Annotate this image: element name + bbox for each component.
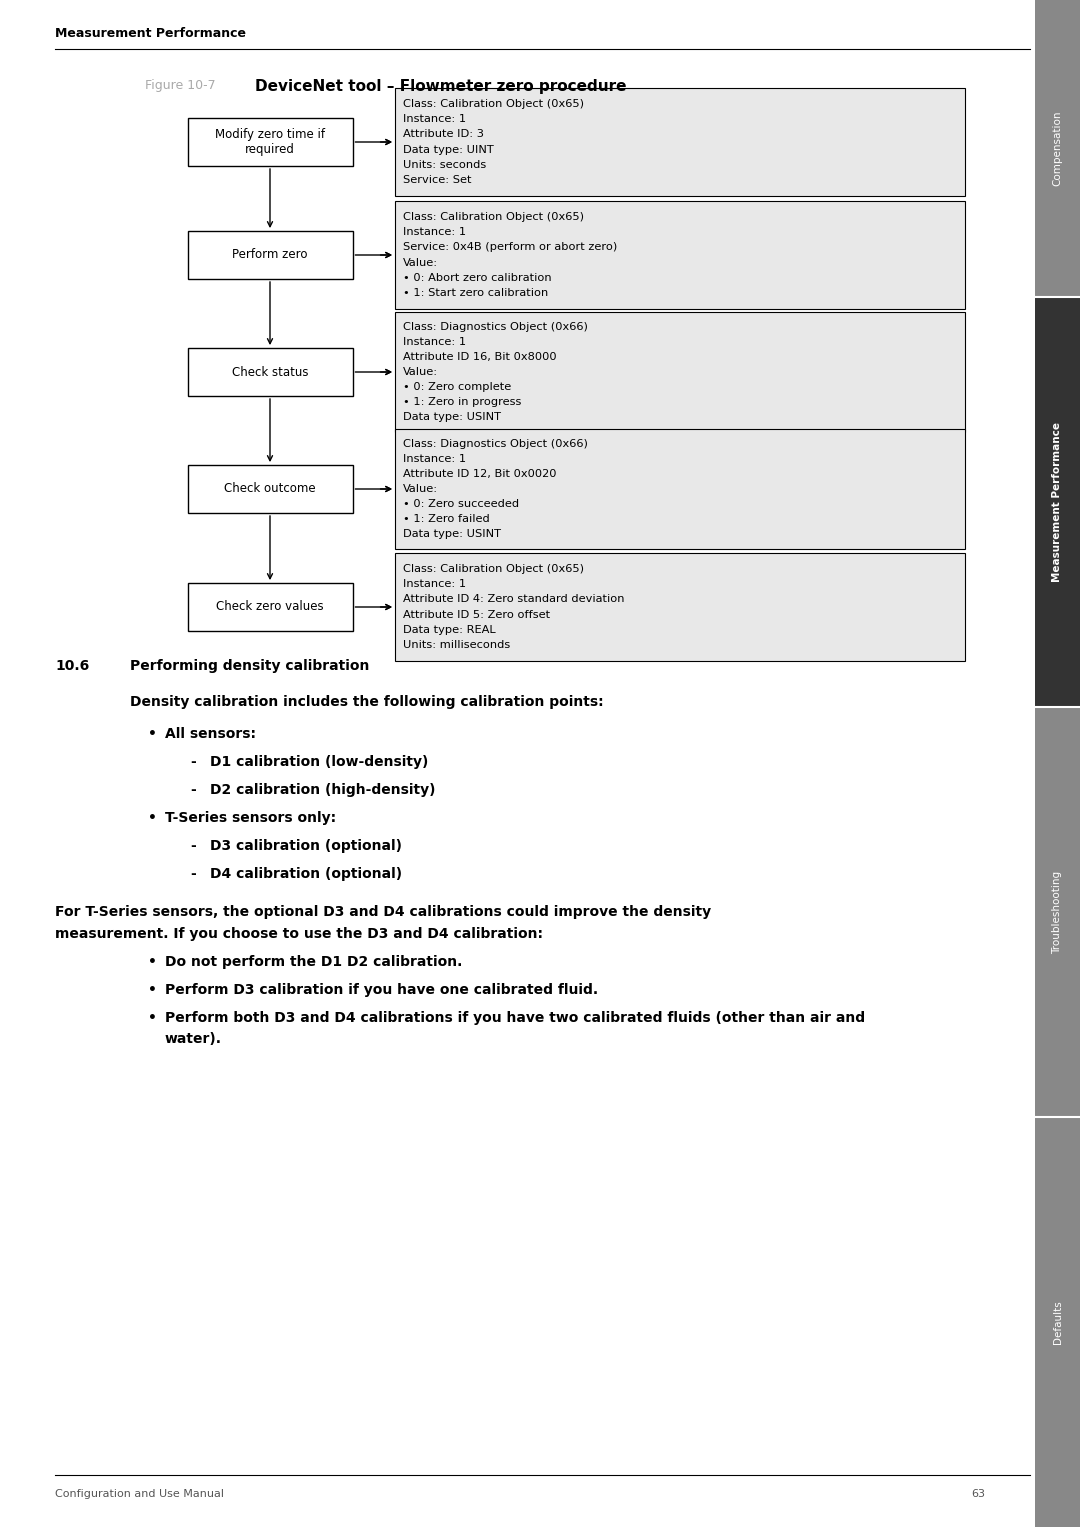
Text: Instance: 1: Instance: 1 [403, 455, 467, 464]
Text: Figure 10-7: Figure 10-7 [145, 79, 216, 92]
Text: Units: milliseconds: Units: milliseconds [403, 640, 510, 651]
Text: -: - [190, 754, 195, 770]
Text: Configuration and Use Manual: Configuration and Use Manual [55, 1489, 224, 1500]
Text: • 1: Zero failed: • 1: Zero failed [403, 513, 489, 524]
Text: 10.6: 10.6 [55, 660, 90, 673]
Text: Perform zero: Perform zero [232, 249, 308, 261]
Text: • 0: Abort zero calibration: • 0: Abort zero calibration [403, 273, 552, 282]
FancyBboxPatch shape [188, 583, 352, 631]
Text: Class: Diagnostics Object (0x66): Class: Diagnostics Object (0x66) [403, 440, 588, 449]
Text: • 1: Start zero calibration: • 1: Start zero calibration [403, 289, 549, 298]
Text: • 1: Zero in progress: • 1: Zero in progress [403, 397, 522, 406]
Text: Data type: UINT: Data type: UINT [403, 145, 494, 154]
Text: T-Series sensors only:: T-Series sensors only: [165, 811, 336, 825]
Text: Instance: 1: Instance: 1 [403, 115, 467, 124]
Text: D1 calibration (low-density): D1 calibration (low-density) [210, 754, 429, 770]
FancyBboxPatch shape [395, 202, 966, 308]
FancyBboxPatch shape [188, 118, 352, 166]
Text: •: • [148, 983, 157, 997]
Text: -: - [190, 867, 195, 881]
Text: Performing density calibration: Performing density calibration [130, 660, 369, 673]
Text: •: • [148, 727, 157, 741]
FancyBboxPatch shape [1035, 0, 1080, 296]
Text: Attribute ID 4: Zero standard deviation: Attribute ID 4: Zero standard deviation [403, 594, 624, 605]
Text: •: • [148, 1011, 157, 1025]
Text: Value:: Value: [403, 484, 438, 495]
FancyBboxPatch shape [395, 553, 966, 661]
FancyBboxPatch shape [188, 348, 352, 395]
Text: D2 calibration (high-density): D2 calibration (high-density) [210, 783, 435, 797]
Text: •: • [148, 954, 157, 970]
FancyBboxPatch shape [188, 231, 352, 279]
Text: Attribute ID: 3: Attribute ID: 3 [403, 130, 484, 139]
Text: Data type: USINT: Data type: USINT [403, 528, 501, 539]
Text: Value:: Value: [403, 258, 438, 267]
Text: Check outcome: Check outcome [225, 483, 315, 495]
Text: Perform both D3 and D4 calibrations if you have two calibrated fluids (other tha: Perform both D3 and D4 calibrations if y… [165, 1011, 865, 1025]
Text: measurement. If you choose to use the D3 and D4 calibration:: measurement. If you choose to use the D3… [55, 927, 543, 941]
Text: water).: water). [165, 1032, 222, 1046]
Text: Instance: 1: Instance: 1 [403, 579, 467, 589]
Text: 63: 63 [971, 1489, 985, 1500]
FancyBboxPatch shape [395, 429, 966, 550]
Text: Attribute ID 5: Zero offset: Attribute ID 5: Zero offset [403, 609, 550, 620]
Text: Instance: 1: Instance: 1 [403, 228, 467, 237]
FancyBboxPatch shape [395, 89, 966, 195]
Text: Modify zero time if
required: Modify zero time if required [215, 128, 325, 156]
FancyBboxPatch shape [1035, 296, 1080, 707]
Text: Check status: Check status [232, 365, 308, 379]
Text: Units: seconds: Units: seconds [403, 160, 486, 169]
Text: D3 calibration (optional): D3 calibration (optional) [210, 838, 402, 854]
Text: Value:: Value: [403, 366, 438, 377]
Text: D4 calibration (optional): D4 calibration (optional) [210, 867, 402, 881]
Text: Do not perform the D1 D2 calibration.: Do not perform the D1 D2 calibration. [165, 954, 462, 970]
Text: All sensors:: All sensors: [165, 727, 256, 741]
Text: Service: 0x4B (perform or abort zero): Service: 0x4B (perform or abort zero) [403, 243, 618, 252]
Text: Perform D3 calibration if you have one calibrated fluid.: Perform D3 calibration if you have one c… [165, 983, 598, 997]
Text: Data type: USINT: Data type: USINT [403, 412, 501, 421]
Text: • 0: Zero complete: • 0: Zero complete [403, 382, 511, 392]
Text: Check zero values: Check zero values [216, 600, 324, 614]
Text: •: • [148, 811, 157, 825]
FancyBboxPatch shape [1035, 1116, 1080, 1527]
Text: Class: Calibration Object (0x65): Class: Calibration Object (0x65) [403, 563, 584, 574]
Text: Troubleshooting: Troubleshooting [1053, 870, 1063, 953]
Text: -: - [190, 838, 195, 854]
Text: • 0: Zero succeeded: • 0: Zero succeeded [403, 499, 519, 508]
Text: Service: Set: Service: Set [403, 176, 472, 185]
Text: Attribute ID 12, Bit 0x0020: Attribute ID 12, Bit 0x0020 [403, 469, 556, 479]
Text: -: - [190, 783, 195, 797]
FancyBboxPatch shape [395, 312, 966, 432]
Text: Density calibration includes the following calibration points:: Density calibration includes the followi… [130, 695, 604, 709]
Text: Class: Calibration Object (0x65): Class: Calibration Object (0x65) [403, 212, 584, 221]
FancyBboxPatch shape [188, 466, 352, 513]
Text: Attribute ID 16, Bit 0x8000: Attribute ID 16, Bit 0x8000 [403, 353, 556, 362]
Text: Compensation: Compensation [1053, 111, 1063, 186]
Text: Data type: REAL: Data type: REAL [403, 625, 496, 635]
Text: Measurement Performance: Measurement Performance [1053, 421, 1063, 582]
Text: Class: Calibration Object (0x65): Class: Calibration Object (0x65) [403, 99, 584, 108]
Text: Measurement Performance: Measurement Performance [55, 27, 246, 40]
Text: For T-Series sensors, the optional D3 and D4 calibrations could improve the dens: For T-Series sensors, the optional D3 an… [55, 906, 711, 919]
Text: Defaults: Defaults [1053, 1299, 1063, 1344]
Text: DeviceNet tool – Flowmeter zero procedure: DeviceNet tool – Flowmeter zero procedur… [255, 79, 626, 95]
Text: Class: Diagnostics Object (0x66): Class: Diagnostics Object (0x66) [403, 322, 588, 333]
FancyBboxPatch shape [1035, 707, 1080, 1116]
Text: Instance: 1: Instance: 1 [403, 337, 467, 347]
